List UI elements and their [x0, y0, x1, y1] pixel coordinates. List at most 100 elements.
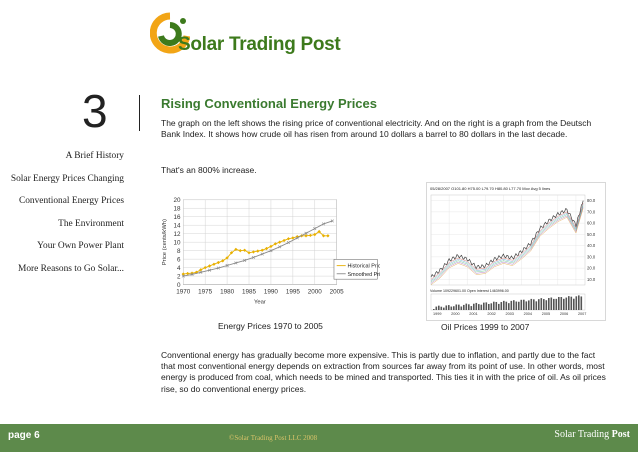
volume-bar: [473, 303, 475, 310]
volume-bar: [458, 304, 460, 310]
volume-bar: [555, 298, 558, 310]
y-tick-label: 8: [177, 248, 181, 255]
volume-bar: [523, 299, 525, 310]
nav-item-more-reasons[interactable]: More Reasons to Go Solar...: [18, 263, 124, 274]
volume-bar: [493, 301, 495, 310]
footer-brand-regular: Solar Trading: [554, 429, 610, 440]
volume-bar: [483, 302, 485, 310]
x-tick-label: 2007: [578, 312, 586, 316]
volume-bar: [500, 302, 503, 310]
volume-bar: [565, 297, 568, 310]
moving-average-line: [430, 202, 584, 280]
y-tick-label: 4: [177, 265, 181, 272]
data-point: [264, 246, 269, 251]
volume-bar: [503, 300, 505, 310]
legend-label: Historical Prices: [348, 264, 380, 270]
y-tick-label: 0: [177, 282, 181, 289]
oil-chart-caption: Oil Prices 1999 to 2007: [441, 322, 530, 332]
data-point: [291, 236, 295, 240]
y-tick-label: 30.0: [587, 254, 596, 259]
x-tick-label: 2004: [524, 312, 532, 316]
volume-bar: [515, 301, 518, 310]
data-point: [321, 222, 326, 226]
x-tick-label: 2003: [505, 312, 513, 316]
y-tick-label: 20.0: [587, 266, 596, 271]
y-tick-label: 16: [174, 214, 182, 221]
nav-item-conventional-prices[interactable]: Conventional Energy Prices: [18, 196, 124, 207]
volume-bar: [490, 303, 493, 310]
logo-text: Solar Trading Post: [178, 34, 341, 55]
conclusion-paragraph: Conventional energy has gradually become…: [161, 350, 606, 394]
volume-bar: [563, 298, 565, 310]
volume-bar: [470, 306, 473, 310]
footer-brand-bold: Post: [611, 429, 630, 440]
chapter-divider: [139, 95, 140, 131]
data-point: [251, 255, 255, 260]
x-tick-label: 1995: [286, 289, 301, 296]
volume-bar: [435, 306, 438, 310]
volume-bar: [440, 306, 443, 310]
data-point: [330, 219, 334, 223]
increase-paragraph: That's an 800% increase.: [161, 165, 257, 175]
volume-bar: [578, 295, 580, 310]
volume-bar: [535, 301, 538, 310]
data-point: [190, 272, 194, 276]
volume-bar: [488, 303, 490, 310]
volume-bar: [450, 306, 453, 310]
data-point: [181, 274, 185, 278]
volume-bar: [540, 298, 543, 310]
x-tick-label: 2001: [469, 312, 477, 316]
volume-bar: [545, 300, 548, 310]
volume-bar: [478, 304, 480, 310]
x-tick-label: 2000: [451, 312, 459, 316]
volume-bar: [568, 296, 570, 310]
y-tick-label: 60.0: [587, 221, 596, 226]
volume-bar: [560, 297, 563, 310]
volume-bar: [533, 299, 535, 310]
footer-bar: page 6 ©Solar Trading Post LLC 2008 Sola…: [0, 424, 638, 452]
volume-bar: [433, 309, 435, 310]
oil-price-line: [430, 200, 584, 278]
data-point: [234, 261, 238, 265]
x-tick-label: 2005: [330, 289, 345, 296]
volume-bar: [475, 302, 478, 310]
y-tick-label: 20: [174, 197, 182, 204]
y-tick-label: 2: [177, 273, 181, 280]
volume-bar: [525, 301, 528, 310]
volume-bar: [553, 298, 555, 310]
x-tick-label: 1975: [198, 289, 213, 296]
volume-bar: [580, 296, 583, 310]
page-number: page 6: [8, 430, 40, 441]
volume-bar: [468, 304, 470, 310]
data-point: [243, 258, 247, 262]
volume-bar: [453, 306, 455, 310]
copyright: ©Solar Trading Post LLC 2008: [229, 434, 318, 442]
page-title: Rising Conventional Energy Prices: [161, 96, 377, 111]
y-tick-label: 80.0: [587, 198, 596, 203]
data-point: [295, 236, 299, 240]
data-point: [199, 270, 203, 274]
nav-item-brief-history[interactable]: A Brief History: [65, 151, 124, 161]
energy-chart-caption: Energy Prices 1970 to 2005: [218, 321, 323, 331]
x-tick-label: 1985: [242, 289, 257, 296]
nav-item-environment[interactable]: The Environment: [58, 218, 124, 229]
moving-average-line: [430, 205, 584, 283]
y-tick-label: 6: [177, 256, 181, 263]
nav-item-power-plant[interactable]: Your Own Power Plant: [37, 241, 124, 252]
volume-bar: [498, 303, 500, 310]
data-point: [304, 231, 308, 235]
volume-bar: [573, 298, 575, 310]
nav-item-solar-prices[interactable]: Solar Energy Prices Changing: [10, 173, 124, 184]
volume-bar: [445, 305, 448, 310]
oil-volume-text: Volume 109229601.00 Open Interest 146399…: [430, 289, 509, 293]
data-point: [207, 268, 212, 272]
footer-brand: Solar Trading Post: [554, 429, 630, 440]
y-tick-label: 50.0: [587, 232, 596, 237]
y-tick-label: 40.0: [587, 243, 596, 248]
logo: [146, 8, 346, 58]
legend-label: Smoothed Prices: [348, 272, 380, 278]
data-point: [313, 227, 317, 231]
y-tick-label: 12: [174, 231, 182, 238]
volume-bar: [575, 296, 578, 310]
